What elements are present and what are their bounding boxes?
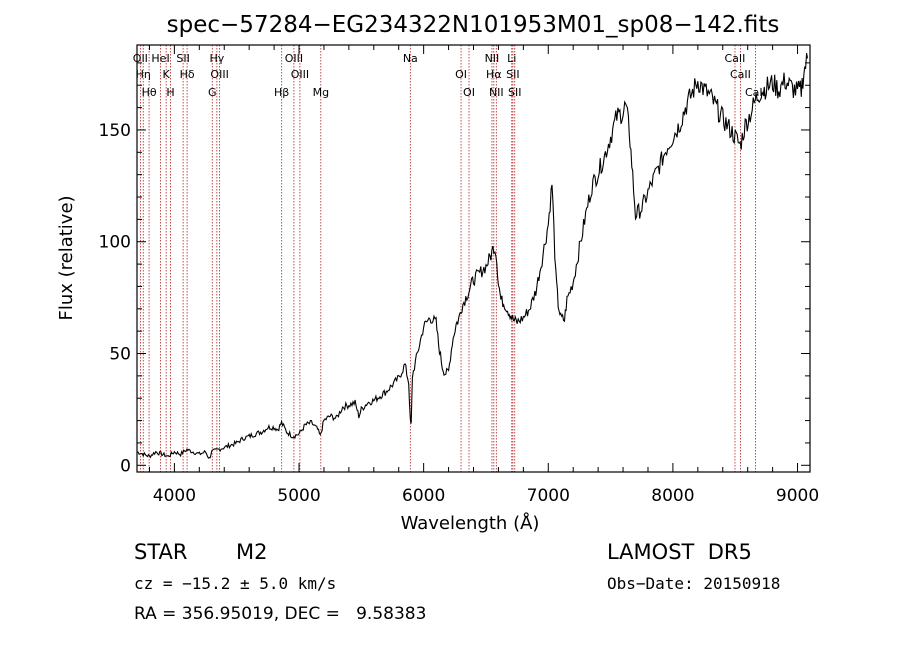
spectral-line-label: Hγ bbox=[209, 52, 224, 65]
spectral-line-label: SII bbox=[506, 68, 519, 81]
obs-date: Obs−Date: 20150918 bbox=[607, 574, 781, 593]
spectrum-line bbox=[136, 53, 809, 459]
redshift-text: cz = −15.2 ± 5.0 km/s bbox=[134, 574, 337, 593]
y-tick-label: 50 bbox=[109, 345, 131, 365]
spectral-line-markers bbox=[139, 45, 756, 472]
spectral-line-label: NII bbox=[485, 52, 500, 65]
spectral-line-label: OIII bbox=[285, 52, 303, 65]
spectral-line-label: Hα bbox=[486, 68, 502, 81]
spectral-line-label: K bbox=[163, 68, 171, 81]
object-subclass: M2 bbox=[236, 540, 268, 564]
spectral-line-label: G bbox=[208, 86, 217, 99]
survey-name: LAMOST DR5 bbox=[607, 540, 752, 564]
spectral-line-label: NII bbox=[489, 86, 504, 99]
spectral-line-label: CaII bbox=[730, 68, 751, 81]
spectral-line-label: Hθ bbox=[142, 86, 157, 99]
chart-title: spec−57284−EG234322N101953M01_sp08−142.f… bbox=[167, 12, 780, 38]
plot-frame bbox=[136, 44, 811, 473]
y-tick-label: 100 bbox=[99, 233, 131, 253]
spectral-line-label: Hη bbox=[136, 68, 151, 81]
x-tick-label: 7000 bbox=[527, 486, 570, 506]
spectral-line-labels: OIIHηHθHeIKHSIIHδGHγOIIIHβOIIIOIIIMgNaOI… bbox=[133, 52, 766, 99]
spectral-line-label: OIII bbox=[291, 68, 309, 81]
x-tick-label: 4000 bbox=[153, 486, 196, 506]
spectral-line-label: Mg bbox=[313, 86, 329, 99]
spectral-line-label: CaII bbox=[725, 52, 746, 65]
spectral-line-label: Hβ bbox=[274, 86, 289, 99]
spectral-line-label: SII bbox=[508, 86, 521, 99]
spectral-line-label: OI bbox=[463, 86, 475, 99]
y-axis-label: Flux (relative) bbox=[56, 195, 77, 320]
x-tick-label: 9000 bbox=[776, 486, 819, 506]
coordinates: RA = 356.95019, DEC = 9.58383 bbox=[134, 604, 427, 624]
x-tick-label: 8000 bbox=[651, 486, 694, 506]
spectral-line-label: HeI bbox=[151, 52, 169, 65]
spectral-line-label: OI bbox=[455, 68, 467, 81]
spectral-line-label: CaII bbox=[745, 86, 766, 99]
y-tick-label: 150 bbox=[99, 121, 131, 141]
x-tick-label: 5000 bbox=[277, 486, 320, 506]
spectral-line-label: Na bbox=[403, 52, 418, 65]
object-class: STAR bbox=[134, 540, 188, 564]
y-axis-ticks: 0 50 100 150 bbox=[99, 62, 810, 476]
x-tick-label: 6000 bbox=[402, 486, 445, 506]
spectral-line-label: H bbox=[166, 86, 174, 99]
spectral-line-label: OIII bbox=[210, 68, 228, 81]
x-axis-label: Wavelength (Å) bbox=[401, 512, 540, 534]
spectral-line-label: Li bbox=[507, 52, 516, 65]
spectral-line-label: Hδ bbox=[180, 68, 195, 81]
x-axis-ticks: 4000 5000 6000 7000 8000 9000 bbox=[148, 45, 819, 506]
y-tick-label: 0 bbox=[120, 456, 131, 476]
spectral-line-label: SII bbox=[176, 52, 189, 65]
